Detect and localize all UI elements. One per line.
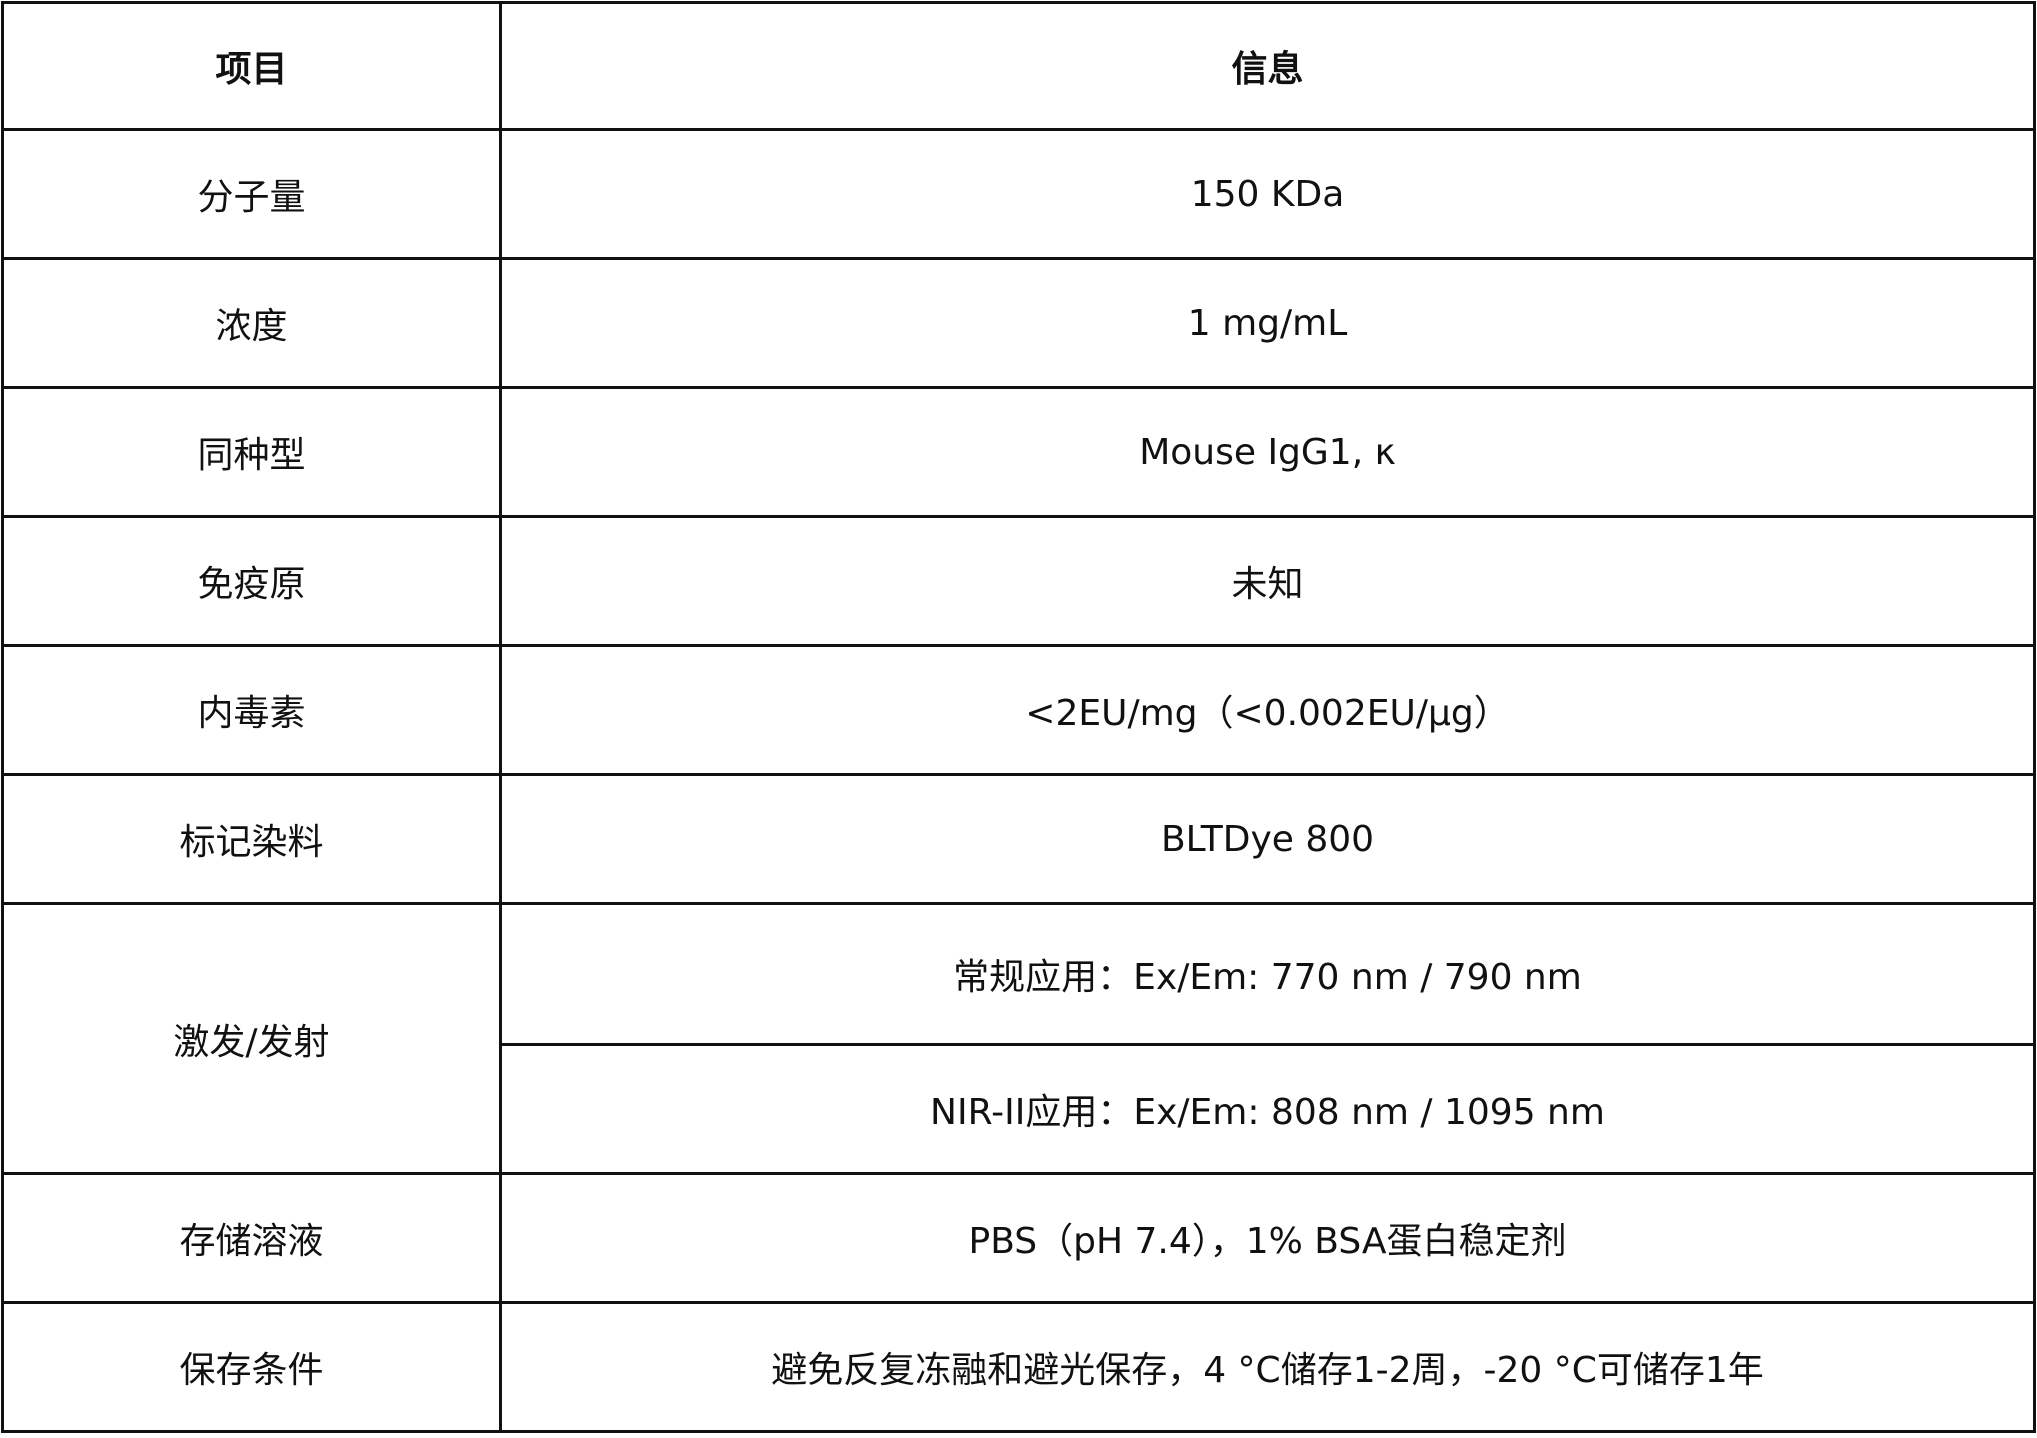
row-value: <2EU/mg（<0.002EU/μg） bbox=[499, 644, 2036, 776]
row-label: 免疫原 bbox=[1, 515, 502, 647]
row-label: 保存条件 bbox=[1, 1301, 502, 1433]
row-value: PBS（pH 7.4），1% BSA蛋白稳定剂 bbox=[499, 1172, 2036, 1304]
table-row: 存储溶液 PBS（pH 7.4），1% BSA蛋白稳定剂 bbox=[1, 1172, 2036, 1304]
row-value: 避免反复冻融和避光保存，4 °C储存1-2周，-20 °C可储存1年 bbox=[499, 1301, 2036, 1433]
header-item: 项目 bbox=[1, 1, 502, 131]
row-label: 同种型 bbox=[1, 386, 502, 518]
table-row: 浓度 1 mg/mL bbox=[1, 257, 2036, 389]
table-row: 分子量 150 KDa bbox=[1, 128, 2036, 260]
row-label: 分子量 bbox=[1, 128, 502, 260]
row-value: 150 KDa bbox=[499, 128, 2036, 260]
table-row: 免疫原 未知 bbox=[1, 515, 2036, 647]
row-value: 未知 bbox=[499, 515, 2036, 647]
row-value: NIR-II应用：Ex/Em: 808 nm / 1095 nm bbox=[499, 1043, 2036, 1175]
row-value: 1 mg/mL bbox=[499, 257, 2036, 389]
table-row: 激发/发射 常规应用：Ex/Em: 770 nm / 790 nm bbox=[1, 902, 2036, 1175]
row-label: 存储溶液 bbox=[1, 1172, 502, 1304]
row-value: Mouse IgG1, κ bbox=[499, 386, 2036, 518]
row-label: 激发/发射 bbox=[1, 902, 502, 1175]
row-value: 常规应用：Ex/Em: 770 nm / 790 nm bbox=[499, 902, 2036, 1046]
table-row: 内毒素 <2EU/mg（<0.002EU/μg） bbox=[1, 644, 2036, 776]
header-row: 项目 信息 bbox=[1, 1, 2036, 131]
table-row: 标记染料 BLTDye 800 bbox=[1, 773, 2036, 905]
row-label: 浓度 bbox=[1, 257, 502, 389]
table-row: NIR-II应用：Ex/Em: 808 nm / 1095 nm bbox=[3, 1043, 2036, 1175]
table-row: 保存条件 避免反复冻融和避光保存，4 °C储存1-2周，-20 °C可储存1年 bbox=[1, 1301, 2036, 1433]
row-value: BLTDye 800 bbox=[499, 773, 2036, 905]
table-row: 同种型 Mouse IgG1, κ bbox=[1, 386, 2036, 518]
header-info: 信息 bbox=[499, 1, 2036, 131]
row-label: 标记染料 bbox=[1, 773, 502, 905]
row-label: 内毒素 bbox=[1, 644, 502, 776]
